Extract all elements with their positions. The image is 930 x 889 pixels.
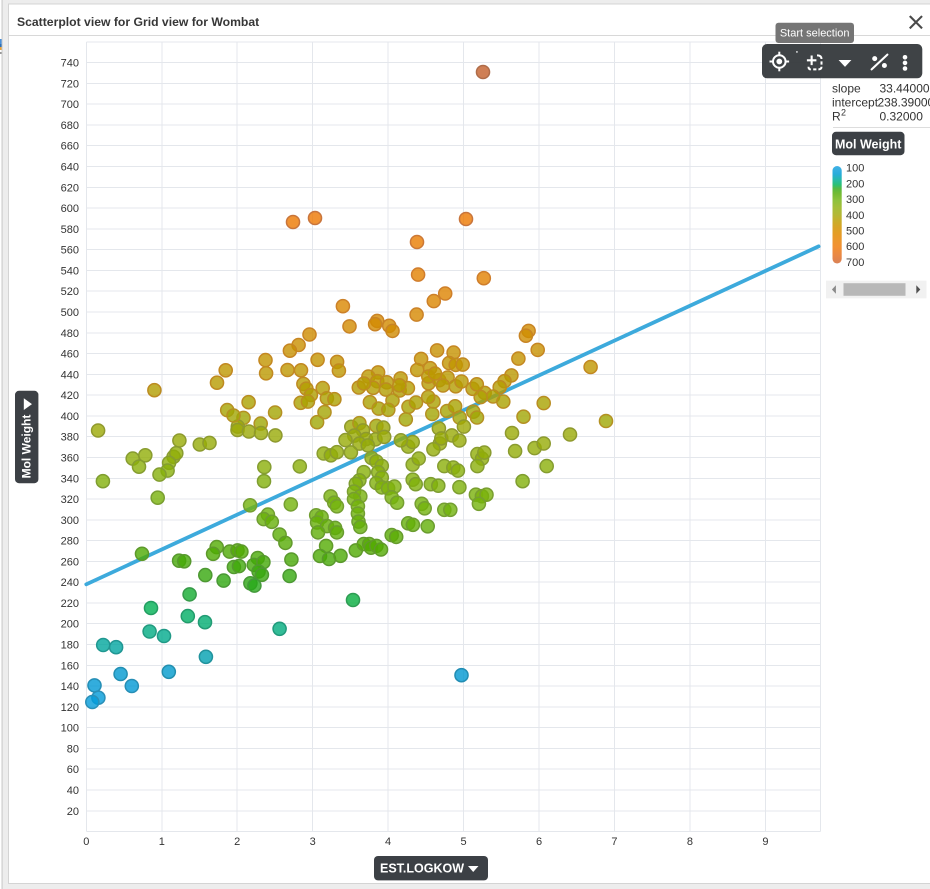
svg-text:100: 100 xyxy=(846,163,864,175)
svg-text:500: 500 xyxy=(846,226,864,238)
svg-text:7: 7 xyxy=(611,836,617,848)
svg-text:440: 440 xyxy=(61,369,79,381)
svg-text:238.39000: 238.39000 xyxy=(878,96,930,110)
svg-text:380: 380 xyxy=(61,432,79,444)
svg-text:460: 460 xyxy=(61,349,79,361)
svg-text:6: 6 xyxy=(536,836,542,848)
svg-text:320: 320 xyxy=(61,494,79,506)
svg-text:600: 600 xyxy=(61,203,79,215)
svg-text:20: 20 xyxy=(67,806,79,818)
svg-text:9: 9 xyxy=(762,836,768,848)
svg-text:R: R xyxy=(832,110,841,124)
svg-text:intercept: intercept xyxy=(832,96,879,110)
svg-text:580: 580 xyxy=(61,224,79,236)
svg-text:700: 700 xyxy=(61,99,79,111)
svg-text:200: 200 xyxy=(846,178,864,190)
svg-text:Mol Weight: Mol Weight xyxy=(20,415,34,479)
svg-text:Scatterplot view for Grid view: Scatterplot view for Grid view for Womba… xyxy=(17,15,259,29)
svg-text:340: 340 xyxy=(61,473,79,485)
svg-text:740: 740 xyxy=(61,58,79,70)
svg-text:Start selection: Start selection xyxy=(780,28,850,40)
svg-text:680: 680 xyxy=(61,120,79,132)
svg-text:40: 40 xyxy=(67,785,79,797)
svg-text:400: 400 xyxy=(61,411,79,423)
svg-text:60: 60 xyxy=(67,764,79,776)
svg-text:520: 520 xyxy=(61,286,79,298)
svg-text:620: 620 xyxy=(61,182,79,194)
svg-text:180: 180 xyxy=(61,640,79,652)
svg-text:240: 240 xyxy=(61,577,79,589)
svg-text:1: 1 xyxy=(159,836,165,848)
svg-text:5: 5 xyxy=(461,836,467,848)
svg-text:300: 300 xyxy=(846,194,864,206)
svg-text:Mol Weight: Mol Weight xyxy=(835,137,902,151)
svg-text:0: 0 xyxy=(83,836,89,848)
svg-text:120: 120 xyxy=(61,702,79,714)
svg-text:slope: slope xyxy=(832,82,861,96)
svg-text:260: 260 xyxy=(61,556,79,568)
svg-text:540: 540 xyxy=(61,265,79,277)
svg-text:640: 640 xyxy=(61,162,79,174)
svg-text:8: 8 xyxy=(687,836,693,848)
svg-text:EST.LOGKOW: EST.LOGKOW xyxy=(380,862,464,876)
svg-text:700: 700 xyxy=(846,257,864,269)
svg-text:0.32000: 0.32000 xyxy=(880,110,924,124)
svg-text:200: 200 xyxy=(61,619,79,631)
svg-text:400: 400 xyxy=(846,210,864,222)
svg-text:3: 3 xyxy=(310,836,316,848)
svg-text:2: 2 xyxy=(234,836,240,848)
svg-text:420: 420 xyxy=(61,390,79,402)
svg-text:4: 4 xyxy=(385,836,391,848)
svg-text:140: 140 xyxy=(61,681,79,693)
svg-text:360: 360 xyxy=(61,453,79,465)
svg-text:500: 500 xyxy=(61,307,79,319)
svg-text:220: 220 xyxy=(61,598,79,610)
svg-text:300: 300 xyxy=(61,515,79,527)
svg-text:80: 80 xyxy=(67,743,79,755)
svg-text:2: 2 xyxy=(841,108,846,118)
svg-text:100: 100 xyxy=(61,723,79,735)
svg-text:660: 660 xyxy=(61,141,79,153)
svg-text:160: 160 xyxy=(61,660,79,672)
svg-text:280: 280 xyxy=(61,536,79,548)
svg-text:600: 600 xyxy=(846,241,864,253)
svg-text:480: 480 xyxy=(61,328,79,340)
svg-text:560: 560 xyxy=(61,245,79,257)
svg-text:33.44000: 33.44000 xyxy=(880,82,930,96)
svg-text:720: 720 xyxy=(61,78,79,90)
